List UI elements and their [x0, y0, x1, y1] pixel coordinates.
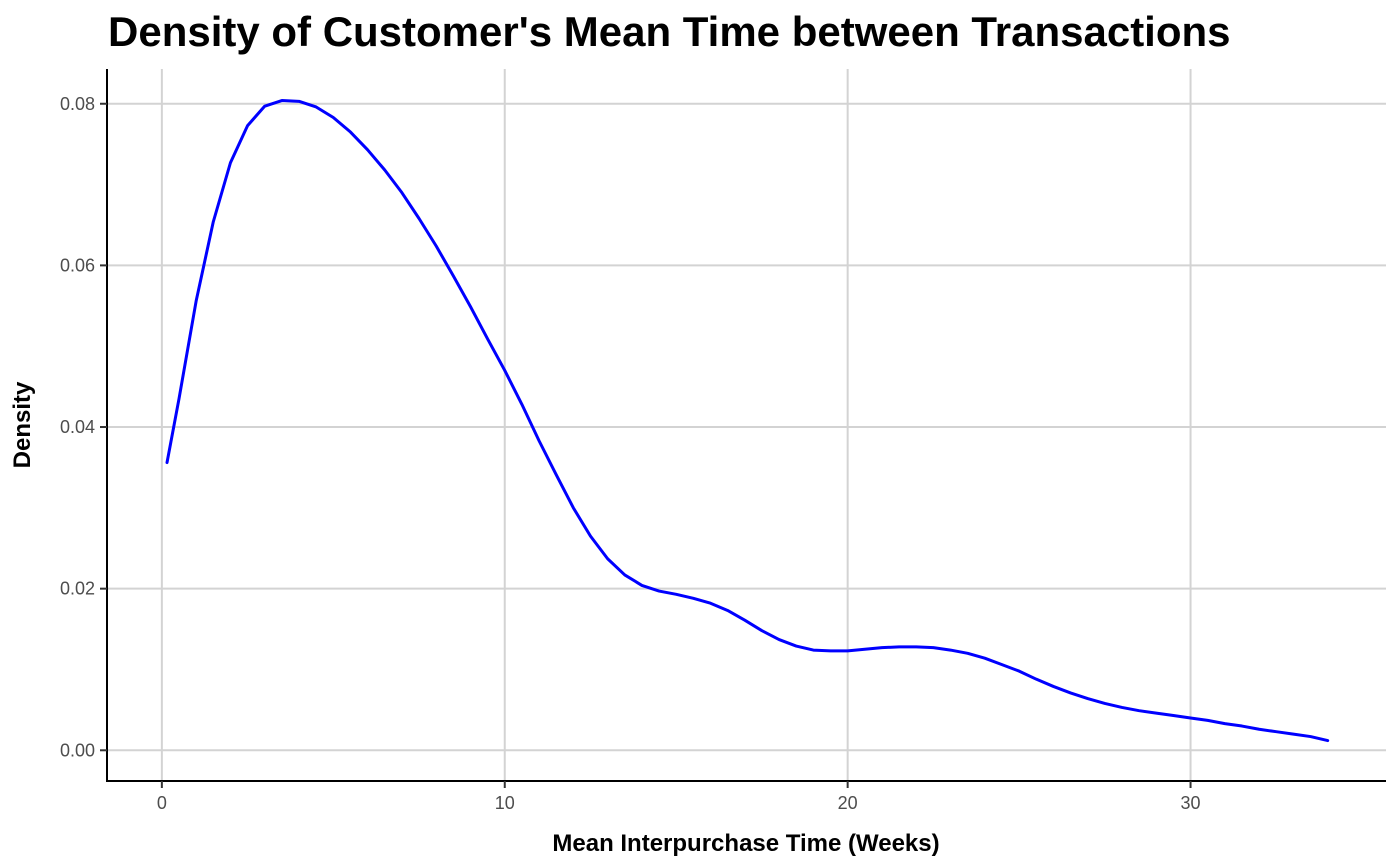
grid — [107, 69, 1386, 781]
x-tick-label: 30 — [1181, 793, 1201, 813]
y-tick-label: 0.08 — [60, 94, 95, 114]
x-tick-label: 20 — [838, 793, 858, 813]
y-tick-label: 0.04 — [60, 417, 95, 437]
x-tick-label: 10 — [495, 793, 515, 813]
y-tick-label: 0.02 — [60, 579, 95, 599]
series-layer — [165, 99, 1330, 743]
density-curve — [165, 99, 1330, 743]
x-axis-label: Mean Interpurchase Time (Weeks) — [552, 830, 939, 857]
chart-title: Density of Customer's Mean Time between … — [108, 8, 1231, 55]
x-tick-label: 0 — [157, 793, 167, 813]
y-tick-label: 0.06 — [60, 255, 95, 275]
ticks: 0 10 20 30 0.00 0.02 0.04 0.06 0.08 — [60, 94, 1201, 813]
y-tick-label: 0.00 — [60, 740, 95, 760]
y-axis-label: Density — [9, 381, 36, 468]
